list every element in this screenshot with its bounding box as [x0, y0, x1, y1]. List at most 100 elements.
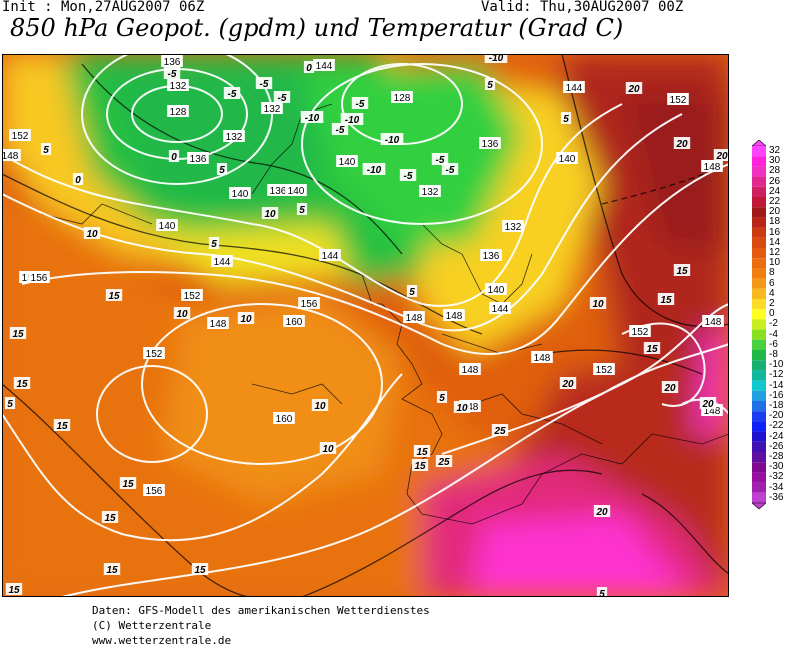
geopotential-label: 148	[462, 402, 479, 413]
geopotential-label: 152	[632, 327, 649, 338]
geopotential-label-bg	[313, 59, 335, 71]
geopotential-label: 152	[184, 291, 201, 302]
temperature-label: -5	[260, 79, 269, 90]
temperature-label: -5	[336, 125, 345, 136]
geopotential-label-bg	[156, 219, 178, 231]
legend-label: 28	[769, 165, 781, 177]
geopotential-label: 128	[170, 107, 187, 118]
temperature-label-bg	[4, 397, 16, 409]
legend-label: -10	[769, 359, 784, 371]
legend-swatch	[752, 248, 766, 259]
footer-url: www.wetterzentrale.de	[92, 634, 232, 647]
legend-swatch	[752, 492, 766, 503]
legend-swatch	[752, 217, 766, 228]
temperature-label: 25	[437, 457, 450, 468]
temperature-label-bg	[173, 307, 191, 319]
geopotential-label-bg	[489, 302, 511, 314]
temperature-labels: -5-50-5 -5-10 -10-5-5-10-5-5-10-5-10550510…	[4, 54, 729, 597]
geopotential-label-bg	[502, 220, 524, 232]
legend-label: 32	[769, 145, 781, 156]
temperature-label: 15	[122, 479, 134, 490]
legend-swatch	[752, 462, 766, 473]
temperature-label: -5	[436, 155, 445, 166]
geopotential-label-bg	[261, 102, 283, 114]
temperature-label-bg	[303, 61, 315, 73]
temperature-label: 5	[439, 393, 445, 404]
temperature-label-bg	[713, 149, 729, 161]
geopotential-label: 148	[704, 162, 721, 173]
legend-swatch	[752, 319, 766, 330]
temperature-label-bg	[300, 111, 324, 123]
geopotential-label-bg	[223, 130, 245, 142]
geopotential-label: 152	[146, 349, 163, 360]
geopotential-label: 152	[670, 95, 687, 106]
legend-label: -18	[769, 400, 784, 411]
temperature-label: 20	[627, 84, 640, 95]
temperature-label: 10	[264, 209, 276, 220]
temperature-label: 20	[561, 379, 574, 390]
temperature-label-bg	[399, 169, 417, 181]
temperature-label: 15	[12, 329, 24, 340]
temperature-label-bg	[362, 163, 386, 175]
legend-label: -24	[769, 430, 784, 442]
legend-swatch	[752, 380, 766, 391]
temperature-label: -5	[404, 171, 413, 182]
temperature-label: -5	[356, 99, 365, 110]
temperature-label-bg	[411, 459, 429, 471]
geopotential-label: 148	[446, 311, 463, 322]
temperature-label-bg	[453, 401, 471, 413]
legend-label: 8	[769, 267, 775, 279]
temperature-label-bg	[699, 397, 717, 409]
geopotential-label-bg	[207, 317, 229, 329]
legend-swatch	[752, 482, 766, 493]
legend-swatch	[752, 339, 766, 350]
temperature-label-bg	[273, 91, 291, 103]
temperature-label-bg	[436, 391, 448, 403]
init-time: Init : Mon,27AUG2007 06Z	[2, 0, 205, 15]
temperature-legend	[752, 140, 766, 510]
geopotential-label-bg	[273, 412, 295, 424]
legend-swatch	[752, 390, 766, 401]
legend-swatch	[752, 268, 766, 279]
temperature-label: 5	[7, 399, 13, 410]
temperature-label-bg	[431, 153, 449, 165]
legend-swatch	[752, 207, 766, 218]
temperature-label: 10	[314, 401, 326, 412]
geopotential-label-bg	[443, 309, 465, 321]
temperature-label: 0	[171, 152, 177, 163]
temperature-label: 15	[104, 513, 116, 524]
temperature-label-bg	[491, 424, 509, 436]
legend-swatch	[752, 360, 766, 371]
legend-label: -4	[769, 328, 778, 340]
geopotential-label-bg	[480, 249, 502, 261]
temperature-label-bg	[168, 150, 180, 162]
temperature-label: 5	[219, 165, 225, 176]
temperature-label-bg	[673, 137, 691, 149]
geopotential-label-bg	[403, 311, 425, 323]
geopotential-label-bg	[285, 184, 307, 196]
geopotential-label-bg	[143, 347, 165, 359]
legend-swatch	[752, 421, 766, 432]
temperature-label-bg	[255, 77, 273, 89]
geopotential-label-bg	[667, 93, 689, 105]
geopotential-label: 144	[492, 304, 509, 315]
geopotential-label: 148	[704, 406, 721, 417]
temperature-label-bg	[40, 143, 52, 155]
geopotential-label: 136	[482, 139, 499, 150]
legend-swatch	[752, 156, 766, 167]
temperature-label: 15	[660, 295, 672, 306]
temperature-label: -10	[305, 113, 320, 124]
legend-swatch	[752, 401, 766, 412]
temperature-label-bg	[9, 327, 27, 339]
temperature-label: 15	[8, 585, 20, 596]
legend-swatch	[752, 452, 766, 463]
geopotential-label-bg	[629, 325, 651, 337]
geopotential-label: 140	[159, 221, 176, 232]
temperature-label: 15	[676, 266, 688, 277]
geopotential-label-bg	[391, 91, 413, 103]
temperature-label-bg	[296, 203, 308, 215]
legend-label: 26	[769, 175, 781, 187]
geopotential-label: 140	[232, 189, 249, 200]
legend-label: 18	[769, 216, 781, 228]
geopotential-label: 136	[164, 57, 181, 68]
